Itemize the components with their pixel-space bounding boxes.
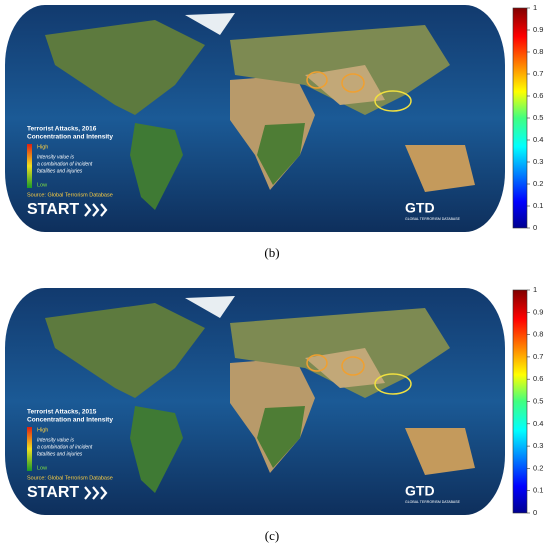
start-arrow xyxy=(92,203,100,217)
colorbar-tick-label: 0.2 xyxy=(533,463,543,472)
colorbar-tick-label: 0 xyxy=(533,223,537,232)
legend-note: a combination of incident xyxy=(37,161,93,167)
colorbar-tick-label: 0 xyxy=(533,508,537,517)
colorbar-tick-label: 0.8 xyxy=(533,47,543,56)
gtd-sub: GLOBAL TERRORISM DATABASE xyxy=(405,500,461,504)
colorbar-tick-label: 1 xyxy=(533,285,537,294)
colorbar-tick-label: 0.7 xyxy=(533,352,543,361)
colorbar xyxy=(512,7,528,229)
legend-high: High xyxy=(37,427,48,433)
colorbar-tick-label: 0.5 xyxy=(533,113,543,122)
colorbar-tick-label: 0.3 xyxy=(533,441,543,450)
colorbar-tick-label: 1 xyxy=(533,3,537,12)
colorbar-tick-label: 0.1 xyxy=(533,486,543,495)
colorbar xyxy=(512,289,528,514)
legend-note: Intensity value is xyxy=(37,437,74,443)
legend-note: fatalities and injuries xyxy=(37,168,83,174)
colorbar-tick-label: 0.6 xyxy=(533,374,543,383)
map-subtitle: Concentration and Intensity xyxy=(27,134,113,141)
start-arrow xyxy=(84,203,92,217)
colorbar-tick-label: 0.8 xyxy=(533,330,543,339)
legend-low: Low xyxy=(37,465,47,471)
gtd-logo: GTD xyxy=(405,200,435,216)
colorbar-tick-label: 0.1 xyxy=(533,201,543,210)
legend-scale xyxy=(27,427,32,471)
colorbar-tick-label: 0.4 xyxy=(533,135,543,144)
legend-note: Intensity value is xyxy=(37,154,74,160)
colorbar-tick-label: 0.3 xyxy=(533,157,543,166)
legend-high: High xyxy=(37,144,48,150)
colorbar-tick-label: 0.9 xyxy=(533,25,543,34)
map-title: Terrorist Attacks, 2015 xyxy=(27,409,97,416)
legend-note: a combination of incident xyxy=(37,444,93,450)
legend-scale xyxy=(27,144,32,188)
start-logo: START xyxy=(27,201,79,218)
colorbar-tick-label: 0.5 xyxy=(533,396,543,405)
colorbar-tick-label: 0.7 xyxy=(533,69,543,78)
colorbar-tick-label: 0.6 xyxy=(533,91,543,100)
panel-label: (c) xyxy=(265,528,279,543)
start-logo: START xyxy=(27,484,79,501)
start-arrow xyxy=(100,486,108,500)
colorbar-tick-label: 0.4 xyxy=(533,419,543,428)
colorbar-tick-label: 0.9 xyxy=(533,307,543,316)
source: Source: Global Terrorism Database xyxy=(27,192,113,198)
map-title: Terrorist Attacks, 2016 xyxy=(27,126,97,133)
start-arrow xyxy=(100,203,108,217)
start-arrow xyxy=(92,486,100,500)
legend-low: Low xyxy=(37,182,47,188)
panel-label: (b) xyxy=(264,245,279,260)
gtd-sub: GLOBAL TERRORISM DATABASE xyxy=(405,217,461,221)
source: Source: Global Terrorism Database xyxy=(27,475,113,481)
gtd-logo: GTD xyxy=(405,483,435,499)
colorbar-tick-label: 0.2 xyxy=(533,179,543,188)
legend-note: fatalities and injuries xyxy=(37,451,83,457)
start-arrow xyxy=(84,486,92,500)
map-subtitle: Concentration and Intensity xyxy=(27,417,113,424)
